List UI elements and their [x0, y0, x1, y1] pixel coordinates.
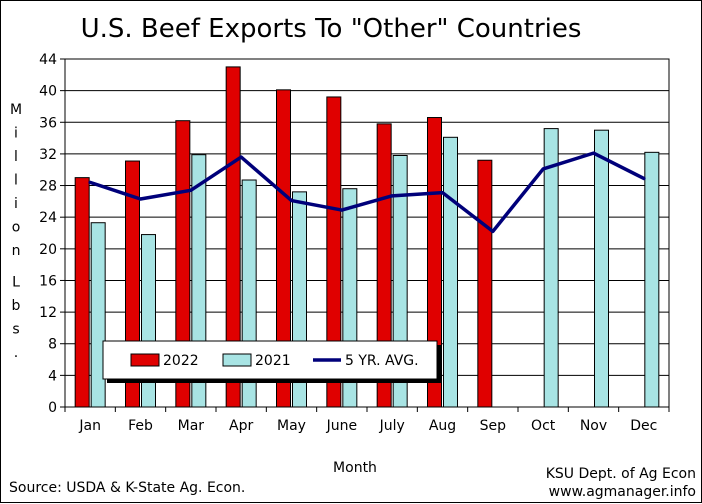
y-axis-label-char: l [14, 173, 18, 189]
chart-title: U.S. Beef Exports To "Other" Countries [81, 14, 582, 44]
legend-swatch [130, 353, 160, 367]
legend-label: 2022 [163, 353, 199, 369]
y-axis-label-char: i [14, 126, 18, 142]
x-tick-label: Aug [429, 418, 456, 434]
x-tick-label: June [326, 418, 358, 434]
average-line [88, 151, 646, 234]
bar-2022-Sep [477, 159, 493, 408]
y-axis-label-char: M [10, 102, 22, 118]
y-tick-label: 20 [39, 242, 57, 258]
x-tick-label: Feb [128, 418, 153, 434]
bar-2021-Aug [443, 136, 458, 408]
x-tick-label: Nov [580, 418, 607, 434]
y-axis-ticks: 0 4 8 12 16 20 24 28 32 36 40 44 [39, 52, 65, 416]
x-tick-label: Mar [178, 418, 205, 434]
line-series-5yr-avg [88, 151, 646, 234]
x-axis-label: Month [333, 460, 377, 476]
x-axis-ticks: Jan Feb Mar Apr May June July Aug Sep Oct Nov Dec [64, 407, 670, 434]
x-tick-label: May [277, 418, 306, 434]
x-tick-label: Dec [630, 418, 657, 434]
y-tick-label: 16 [39, 273, 57, 289]
y-axis-label-char: n [12, 243, 21, 259]
y-tick-label: 4 [48, 368, 57, 384]
legend-label: 2021 [255, 353, 291, 369]
y-tick-label: 12 [39, 305, 57, 321]
bars [74, 66, 660, 408]
y-axis-label-char: l [14, 149, 18, 165]
bar-2022-Jan [74, 177, 90, 408]
y-tick-label: 32 [39, 147, 57, 163]
y-axis-label-char: b [12, 298, 21, 314]
bar-2021-Nov [594, 129, 609, 408]
legend-swatch [222, 353, 252, 367]
y-tick-label: 44 [39, 52, 57, 68]
source-note: Source: USDA & K-State Ag. Econ. [9, 480, 245, 496]
legend: 2022 2021 5 YR. AVG. [102, 340, 441, 383]
x-tick-label: Sep [480, 418, 507, 434]
y-axis-label-char: s [12, 322, 19, 338]
y-tick-label: 40 [39, 84, 57, 100]
x-tick-label: July [379, 418, 405, 434]
y-axis-label-char: o [12, 220, 21, 236]
x-tick-label: Oct [531, 418, 556, 434]
credit-line-1: KSU Dept. of Ag Econ [546, 466, 696, 482]
x-tick-label: Jan [78, 418, 101, 434]
bar-2021-Oct [543, 128, 559, 408]
y-tick-label: 24 [39, 210, 57, 226]
legend-label: 5 YR. AVG. [345, 353, 419, 369]
y-axis-label-char: L [12, 275, 20, 291]
y-axis-label-char: i [14, 196, 18, 212]
credit-line-2: www.agmanager.info [549, 484, 696, 500]
y-tick-label: 8 [48, 337, 57, 353]
bar-2021-Dec [644, 151, 660, 408]
x-tick-label: Apr [229, 418, 253, 434]
y-axis-label-char: . [14, 345, 18, 361]
plot-border [64, 58, 670, 408]
y-tick-label: 0 [48, 400, 57, 416]
y-tick-label: 28 [39, 179, 57, 195]
y-tick-label: 36 [39, 115, 57, 131]
